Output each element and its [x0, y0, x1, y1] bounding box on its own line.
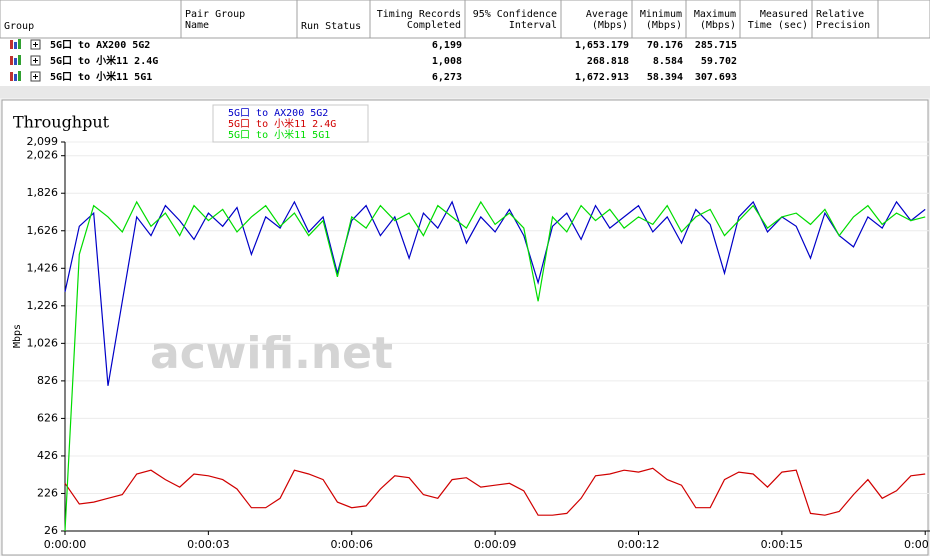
chart-panel — [1, 99, 929, 556]
row-icon-bars — [10, 40, 13, 49]
cell-minimum: 58.394 — [647, 72, 683, 83]
cell-maximum: 307.693 — [695, 72, 737, 83]
row-icon-bars — [14, 58, 17, 65]
expand-plus — [33, 74, 38, 79]
cell-average: 268.818 — [587, 56, 629, 67]
y-tick-label: 226 — [37, 486, 58, 499]
expand-plus — [33, 42, 38, 47]
column-header: Time (sec) — [748, 20, 808, 31]
y-tick-label: 826 — [37, 374, 58, 387]
y-tick-label: 1,426 — [27, 261, 59, 274]
column-header: Timing Records — [377, 9, 461, 20]
series-line — [64, 200, 926, 532]
row-icon-bars — [14, 74, 17, 81]
column-header: (Mbps) — [646, 20, 682, 31]
y-tick-label: 626 — [37, 411, 58, 424]
x-tick-label: 0:00:09 — [474, 538, 516, 551]
y-tick-label: 426 — [37, 449, 58, 462]
group-name: 5G口 to 小米11 5G1 — [50, 70, 152, 83]
column-header: Average — [586, 9, 628, 20]
y-tick-label: 2,099 — [27, 135, 59, 148]
y-tick-label: 26 — [44, 524, 58, 537]
cell-maximum: 59.702 — [701, 56, 737, 67]
column-header: Run Status — [301, 21, 361, 32]
column-header: Completed — [407, 20, 461, 31]
group-name: 5G口 to AX200 5G2 — [50, 40, 150, 51]
x-tick-label: 0:00:06 — [331, 538, 373, 551]
cell-minimum: 8.584 — [653, 56, 683, 67]
y-tick-label: 1,626 — [27, 224, 59, 237]
column-header: Name — [185, 20, 209, 31]
table-scroll-area — [0, 86, 930, 98]
cell-minimum: 70.176 — [647, 40, 683, 51]
x-tick-label: 0:00:00 — [44, 538, 86, 551]
row-icon-bars — [18, 71, 21, 81]
y-tick-label: 2,026 — [27, 149, 59, 162]
x-tick-label: 0:00:12 — [617, 538, 659, 551]
row-icon-bars — [10, 56, 13, 65]
column-header: Measured — [760, 9, 808, 20]
legend-box — [212, 104, 369, 143]
cell-average: 1,653.179 — [575, 40, 629, 51]
column-header: Relative — [816, 9, 864, 20]
column-header: 95% Confidence — [473, 9, 557, 20]
column-header: Minimum — [640, 9, 682, 20]
y-tick-label: 1,826 — [27, 186, 59, 199]
column-header: Maximum — [694, 9, 736, 20]
cell-timing_records: 6,273 — [432, 72, 462, 83]
row-icon-bars — [18, 55, 21, 65]
column-header: Interval — [509, 20, 557, 31]
x-tick-label: 0:00:15 — [761, 538, 803, 551]
column-header: (Mbps) — [592, 20, 628, 31]
cell-timing_records: 6,199 — [432, 40, 462, 51]
x-tick-label: 0:00:03 — [187, 538, 229, 551]
cell-maximum: 285.715 — [695, 40, 737, 51]
legend-entry: 5G口 to 小米11 5G1 — [228, 128, 330, 141]
series-line — [64, 467, 926, 516]
column-header: Group — [4, 21, 34, 32]
row-icon-bars — [10, 72, 13, 81]
cell-average: 1,672.913 — [575, 72, 629, 83]
y-tick-label: 1,226 — [27, 299, 59, 312]
row-icon-bars — [18, 39, 21, 49]
legend-entry: 5G口 to AX200 5G2 — [228, 108, 328, 119]
watermark: acwifi.net — [150, 328, 393, 379]
column-header: Precision — [816, 20, 870, 31]
cell-timing_records: 1,008 — [432, 56, 462, 67]
chart-title: Throughput — [13, 113, 110, 132]
y-tick-label: 1,026 — [27, 336, 59, 349]
expand-plus — [33, 58, 38, 63]
legend-entry: 5G口 to 小米11 2.4G — [228, 117, 336, 130]
y-axis-label: Mbps — [12, 324, 23, 348]
x-tick-label: 0:00:18 — [904, 538, 930, 551]
column-header: Pair Group — [185, 9, 245, 20]
row-icon-bars — [14, 42, 17, 49]
group-name: 5G口 to 小米11 2.4G — [50, 54, 158, 67]
column-header: (Mbps) — [700, 20, 736, 31]
